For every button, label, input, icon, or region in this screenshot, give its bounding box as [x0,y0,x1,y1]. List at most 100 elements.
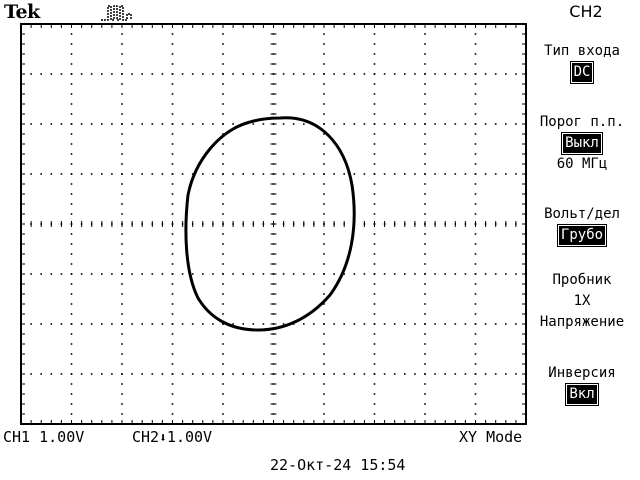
graticule-dot [343,73,345,75]
graticule-dot [393,273,396,275]
graticule-dot [70,83,73,85]
menu-item-volts-div[interactable]: Вольт/дел Грубо [530,204,634,247]
graticule-dot [121,43,123,45]
graticule-dot [373,43,376,45]
graticule-dot [121,193,123,195]
graticule-dot [474,343,477,345]
graticule-dot [474,113,477,115]
graticule-dot [515,323,517,325]
graticule-dot [40,173,42,175]
graticule-dot [121,263,123,265]
graticule-dot [343,373,345,375]
graticule-dot [222,383,224,385]
graticule-dot [262,373,265,375]
graticule-dot [161,173,164,175]
graticule-dot [292,73,295,75]
timestamp: 22-Окт-24 15:54 [270,456,406,474]
graticule-dot [50,173,53,175]
menu-item-invert[interactable]: Инверсия Вкл [530,363,634,406]
graticule-dot [292,173,295,175]
graticule-dot [171,383,174,385]
graticule-dot [70,353,73,355]
graticule-dot [323,83,325,85]
graticule-dot [454,373,457,375]
graticule-dot [383,123,386,125]
graticule-dot [222,83,224,85]
graticule-dot [414,323,416,325]
graticule-dot [141,173,143,175]
graticule-dot [474,293,477,295]
graticule-dot [141,273,143,275]
graticule-dot [70,243,73,245]
graticule-dot [494,373,497,375]
menu-item-input-type[interactable]: Тип входа DC [530,41,634,84]
graticule-dot [121,213,123,215]
graticule-dot [444,73,446,75]
graticule-dot [292,373,295,375]
graticule-dot [70,93,73,95]
graticule-dot [171,403,174,405]
graticule-dot [121,373,123,375]
graticule-dot [242,373,244,375]
graticule-dot [171,93,174,95]
graticule-dot [424,213,426,215]
graticule-dot [404,273,406,275]
graticule-dot [121,73,123,75]
ground-arrow-icon: ⬇ [159,431,167,446]
graticule-dot [60,73,63,75]
graticule-dot [171,83,174,85]
graticule-dot [303,73,305,75]
graticule-dot [424,83,426,85]
graticule-dot [323,333,325,335]
graticule-dot [242,273,244,275]
menu-item-value: Грубо [556,224,608,247]
graticule-dot [252,73,255,75]
graticule-dot [373,183,376,185]
graticule-dot [101,123,103,125]
graticule-dot [161,323,164,325]
graticule-dot [171,323,174,325]
graticule-dot [101,273,103,275]
graticule-dot [90,173,93,175]
graticule-dot [70,163,73,165]
graticule-dot [222,333,224,335]
graticule-dot [323,133,325,135]
menu-item-bandwidth-limit[interactable]: Порог п.п. Выкл 60 МГц [530,112,634,175]
graticule-dot [252,373,255,375]
graticule-dot [474,303,477,305]
graticule-dot [474,33,477,35]
graticule-dot [313,323,315,325]
graticule-dot [171,393,174,395]
graticule-dot [171,43,174,45]
graticule-dot [373,333,376,335]
graticule-dot [222,43,224,45]
graticule-dot [40,323,42,325]
graticule-dot [343,123,345,125]
graticule-dot [171,133,174,135]
graticule-dot [373,213,376,215]
graticule-dot [171,373,174,375]
graticule-dot [262,273,265,275]
ch2-label: CH2 [132,428,160,446]
graticule-dot [373,413,376,415]
graticule-dot [121,343,123,345]
graticule-dot [121,283,123,285]
menu-item-extra: 60 МГц [556,156,608,172]
graticule-dot [111,323,113,325]
graticule-dot [70,363,73,365]
graticule-dot [70,33,73,35]
menu-item-probe[interactable]: Пробник 1X Напряжение [530,270,634,333]
graticule-dot [474,83,477,85]
graticule-dot [474,273,477,275]
graticule-dot [323,33,325,35]
graticule-dot [171,293,174,295]
graticule-dot [484,273,487,275]
graticule-dot [454,173,457,175]
graticule-dot [191,73,194,75]
graticule-dot [151,123,154,125]
graticule-dot [181,323,184,325]
graticule-dot [323,413,325,415]
graticule-dot [121,153,123,155]
graticule-dot [424,123,426,125]
graticule-dot [70,273,73,275]
